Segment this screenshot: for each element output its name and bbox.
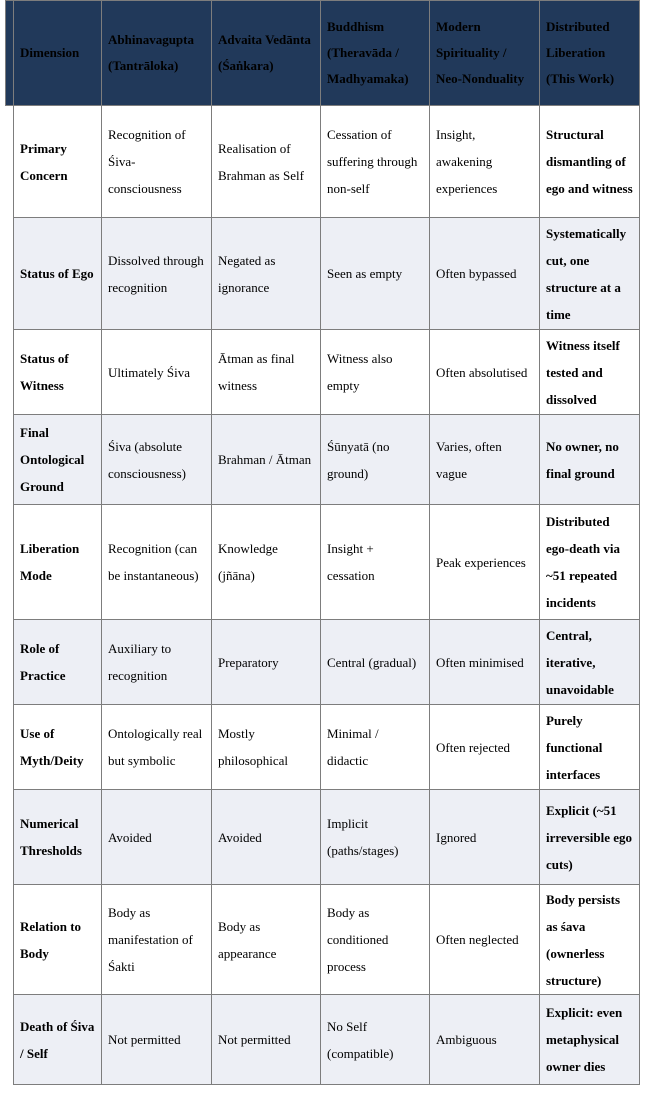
- table-cell: Ambiguous: [430, 995, 540, 1085]
- table-cell: Often minimised: [430, 620, 540, 705]
- table-cell: Peak experiences: [430, 505, 540, 620]
- table-cell: Distributed ego-death via ~51 repeated i…: [540, 505, 640, 620]
- table-cell: Implicit (paths/stages): [321, 790, 430, 885]
- table-cell: Explicit: even metaphysical owner dies: [540, 995, 640, 1085]
- table-cell: Realisation of Brahman as Self: [212, 106, 321, 218]
- row-left-margin: [5, 705, 14, 790]
- table-cell: Body as conditioned process: [321, 885, 430, 995]
- table-cell: Ultimately Śiva: [102, 330, 212, 415]
- column-header-dimension: Dimension: [14, 0, 102, 106]
- row-left-margin: [5, 415, 14, 505]
- table-cell: Body as manifestation of Śakti: [102, 885, 212, 995]
- row-header: Liberation Mode: [14, 505, 102, 620]
- table-cell: Brahman / Ātman: [212, 415, 321, 505]
- table-cell: Recognition of Śiva-consciousness: [102, 106, 212, 218]
- header-spacer: [5, 0, 14, 106]
- column-header-advaita-vedanta: Advaita Vedānta (Śaṅkara): [212, 0, 321, 106]
- column-header-modern-spirituality: Modern Spirituality / Neo-Nonduality: [430, 0, 540, 106]
- table-cell: Seen as empty: [321, 218, 430, 330]
- table-cell: Body persists as śava (ownerless structu…: [540, 885, 640, 995]
- table-cell: Avoided: [102, 790, 212, 885]
- table-cell: Ātman as final witness: [212, 330, 321, 415]
- table-cell: No Self (compatible): [321, 995, 430, 1085]
- table-cell: Purely functional interfaces: [540, 705, 640, 790]
- table-cell: Explicit (~51 irreversible ego cuts): [540, 790, 640, 885]
- table-cell: Witness itself tested and dissolved: [540, 330, 640, 415]
- row-header: Relation to Body: [14, 885, 102, 995]
- column-header-distributed-liberation: Distributed Liberation (This Work): [540, 0, 640, 106]
- table-cell: Often bypassed: [430, 218, 540, 330]
- column-header-buddhism: Buddhism (Theravāda / Madhyamaka): [321, 0, 430, 106]
- row-left-margin: [5, 106, 14, 218]
- table-cell: Systematically cut, one structure at a t…: [540, 218, 640, 330]
- table-cell: Minimal / didactic: [321, 705, 430, 790]
- row-left-margin: [5, 505, 14, 620]
- table-cell: Ontologically real but symbolic: [102, 705, 212, 790]
- table-cell: Negated as ignorance: [212, 218, 321, 330]
- table-cell: Insight, awakening experiences: [430, 106, 540, 218]
- table-cell: No owner, no final ground: [540, 415, 640, 505]
- row-header: Death of Śiva / Self: [14, 995, 102, 1085]
- table-cell: Not permitted: [102, 995, 212, 1085]
- table-cell: Often neglected: [430, 885, 540, 995]
- table-cell: Central, iterative, unavoidable: [540, 620, 640, 705]
- comparison-table: Dimension Abhinavagupta (Tantrāloka) Adv…: [5, 0, 640, 1085]
- table-cell: Preparatory: [212, 620, 321, 705]
- table-cell: Knowledge (jñāna): [212, 505, 321, 620]
- table-cell: Recognition (can be instantaneous): [102, 505, 212, 620]
- row-header: Use of Myth/Deity: [14, 705, 102, 790]
- table-cell: Insight + cessation: [321, 505, 430, 620]
- table-cell: Structural dismantling of ego and witnes…: [540, 106, 640, 218]
- table-cell: Body as appearance: [212, 885, 321, 995]
- row-left-margin: [5, 790, 14, 885]
- table-cell: Auxiliary to recognition: [102, 620, 212, 705]
- table-cell: Śiva (absolute consciousness): [102, 415, 212, 505]
- table-cell: Often rejected: [430, 705, 540, 790]
- table-cell: Not permitted: [212, 995, 321, 1085]
- row-header: Numerical Thresholds: [14, 790, 102, 885]
- row-header: Final Ontological Ground: [14, 415, 102, 505]
- row-left-margin: [5, 885, 14, 995]
- table-cell: Śūnyatā (no ground): [321, 415, 430, 505]
- table-cell: Varies, often vague: [430, 415, 540, 505]
- table-cell: Cessation of suffering through non-self: [321, 106, 430, 218]
- row-header: Role of Practice: [14, 620, 102, 705]
- row-header: Status of Witness: [14, 330, 102, 415]
- row-left-margin: [5, 620, 14, 705]
- table-cell: Witness also empty: [321, 330, 430, 415]
- column-header-abhinavagupta: Abhinavagupta (Tantrāloka): [102, 0, 212, 106]
- row-left-margin: [5, 995, 14, 1085]
- table-cell: Often absolutised: [430, 330, 540, 415]
- table-cell: Mostly philosophical: [212, 705, 321, 790]
- table-cell: Dissolved through recognition: [102, 218, 212, 330]
- table-cell: Central (gradual): [321, 620, 430, 705]
- row-header: Primary Concern: [14, 106, 102, 218]
- row-left-margin: [5, 218, 14, 330]
- table-cell: Ignored: [430, 790, 540, 885]
- table-cell: Avoided: [212, 790, 321, 885]
- row-header: Status of Ego: [14, 218, 102, 330]
- row-left-margin: [5, 330, 14, 415]
